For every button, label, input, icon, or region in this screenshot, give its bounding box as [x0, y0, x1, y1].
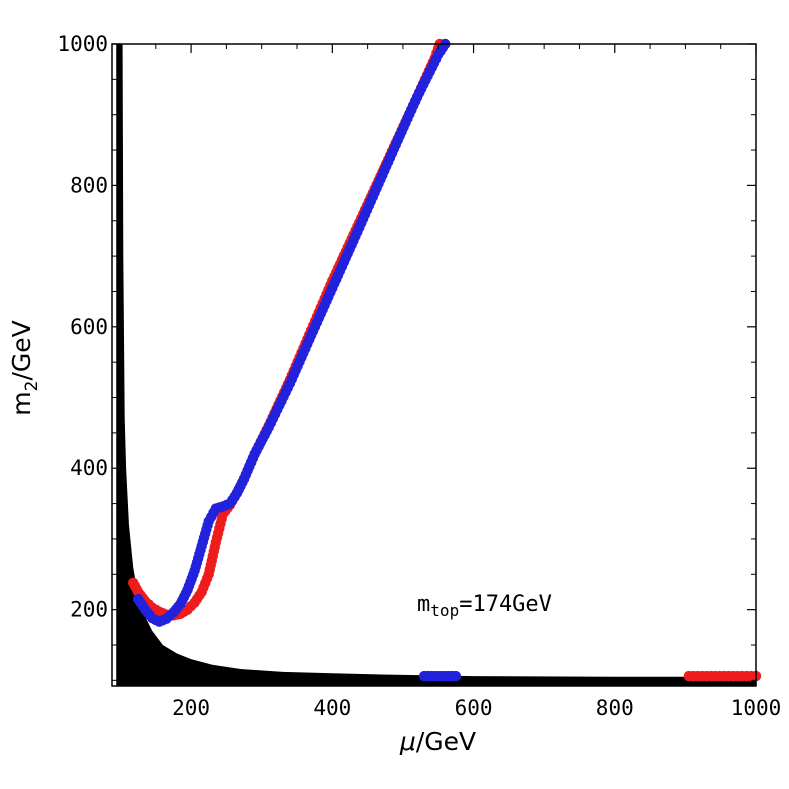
plot-marks — [116, 38, 762, 686]
annotation-sub: top — [430, 601, 459, 620]
y-tick-label: 1000 — [57, 32, 108, 56]
x-tick-label: 1000 — [731, 696, 782, 720]
annotation-rest: =174GeV — [459, 592, 552, 617]
x-axis-symbol: μ — [399, 727, 416, 756]
series-2 — [132, 38, 451, 627]
y-axis-sub: 2 — [22, 381, 42, 392]
x-axis-unit: /GeV — [416, 727, 476, 756]
series-4 — [683, 670, 762, 682]
y-axis-title: m2/GeV — [7, 320, 42, 415]
x-tick-label: 800 — [596, 696, 634, 720]
x-tick-label: 400 — [313, 696, 351, 720]
plot-frame — [111, 43, 757, 687]
annotation-main: m — [417, 592, 430, 617]
tick-labels: 200 400 600 800 1000 200 400 600 800 1000 — [57, 32, 781, 720]
x-axis-title: μ/GeV — [399, 727, 476, 756]
y-tick-label: 800 — [70, 173, 108, 197]
data-point — [450, 670, 462, 682]
y-tick-label: 400 — [70, 456, 108, 480]
top-mass-annotation: mtop=174GeV — [417, 592, 552, 620]
axis-ticks — [112, 43, 757, 686]
y-tick-label: 200 — [70, 598, 108, 622]
x-tick-label: 600 — [455, 696, 493, 720]
x-tick-label: 200 — [172, 696, 210, 720]
y-axis-unit: /GeV — [7, 320, 36, 380]
y-axis-main: m — [7, 391, 36, 415]
y-tick-label: 600 — [70, 315, 108, 339]
series-3 — [418, 670, 462, 682]
